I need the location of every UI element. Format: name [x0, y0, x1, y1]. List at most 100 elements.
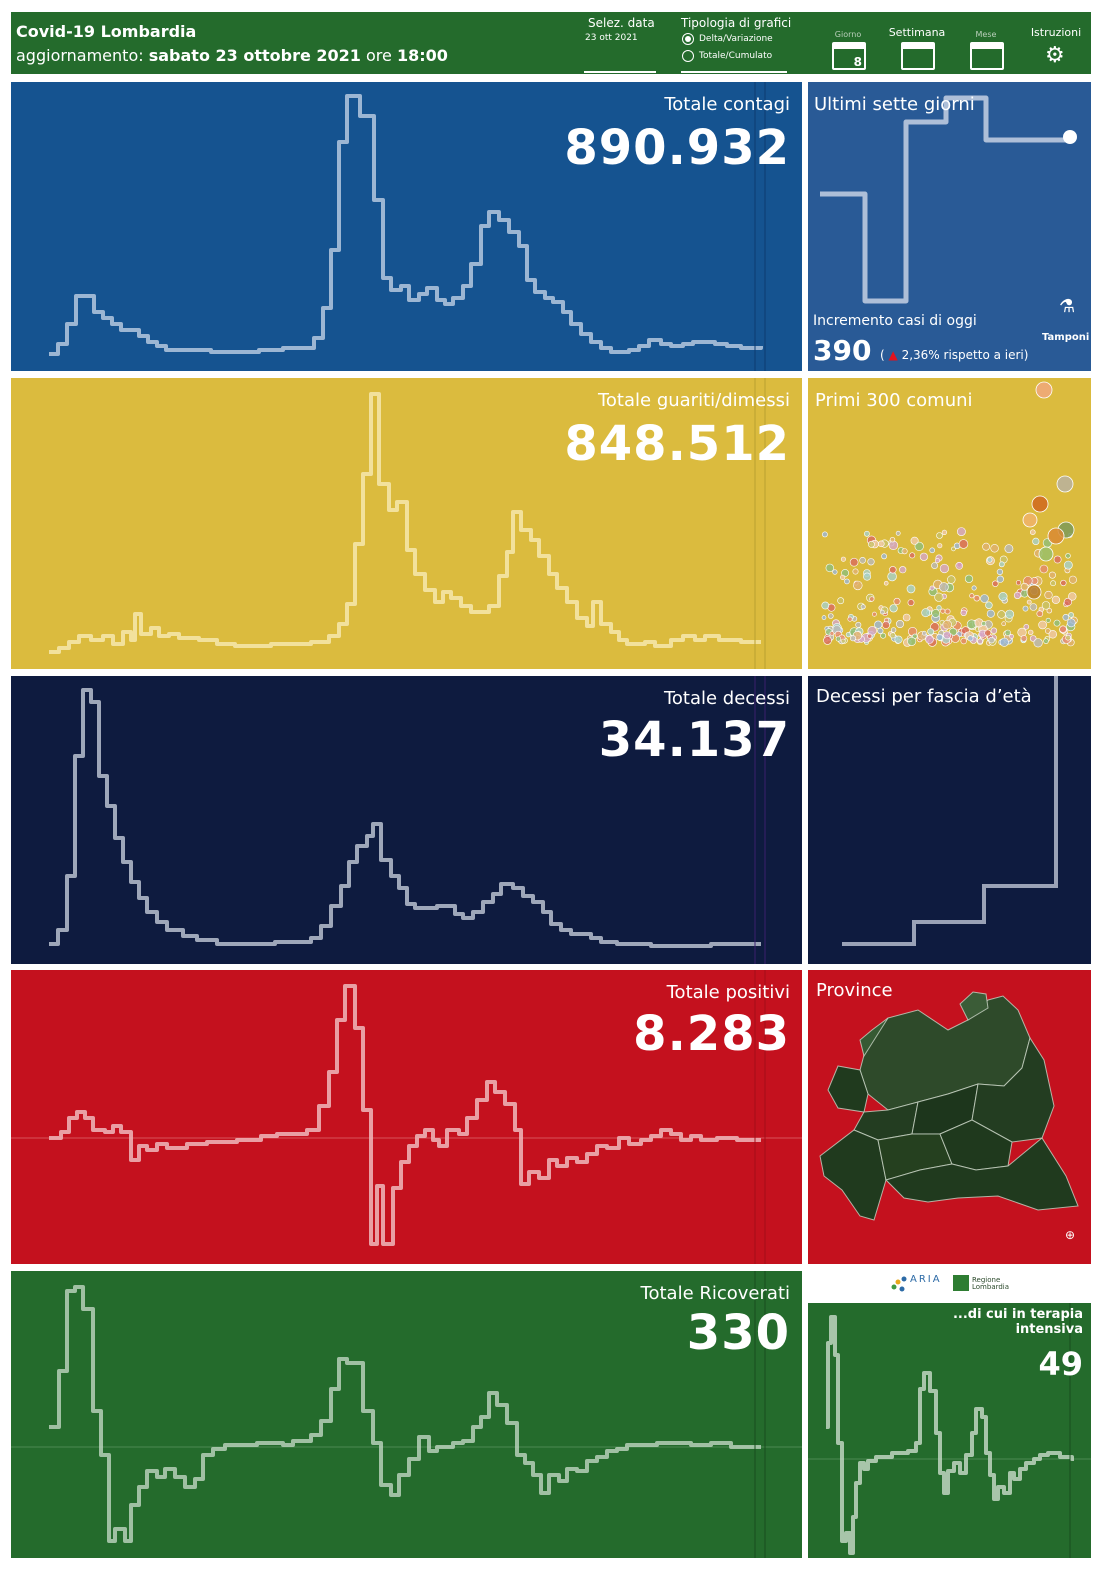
- comune-point: [860, 604, 866, 610]
- comune-point: [859, 557, 866, 564]
- zoom-map-icon[interactable]: ⊕: [1065, 1228, 1076, 1242]
- comune-point: [1015, 580, 1022, 586]
- comune-point: [837, 597, 845, 605]
- terapia-line: [826, 1315, 1074, 1555]
- radio-delta[interactable]: [682, 33, 694, 45]
- contagi-value: 890.932: [564, 120, 790, 176]
- contagi-line: [49, 94, 763, 356]
- period-settimana-label[interactable]: Settimana: [888, 26, 946, 39]
- panel-ultimi-sette-giorni[interactable]: Ultimi sette giorni Incremento casi di o…: [808, 82, 1091, 371]
- period-giorno-label[interactable]: Giorno: [834, 30, 862, 39]
- comune-point: [1050, 580, 1056, 587]
- comune-point: [919, 552, 928, 561]
- comune-point-large: [1031, 495, 1049, 513]
- increment-value: 390: [813, 334, 872, 367]
- comune-point: [964, 574, 974, 583]
- date-selector-label: Selez. data: [588, 16, 655, 30]
- comune-point: [1063, 597, 1073, 607]
- comune-point: [922, 630, 927, 636]
- comune-point-large: [1022, 512, 1038, 528]
- comune-point: [1032, 537, 1040, 545]
- comune-point: [1063, 560, 1073, 570]
- comune-point: [1053, 555, 1062, 564]
- radio-totale[interactable]: [682, 50, 694, 62]
- panel-totale-decessi[interactable]: Totale decessi 34.137: [11, 676, 802, 964]
- positivi-chart: [11, 970, 802, 1264]
- comune-point: [971, 585, 977, 591]
- comune-point: [840, 556, 846, 562]
- contagi-chart: [49, 82, 766, 371]
- comune-point: [936, 633, 944, 641]
- comune-point: [1004, 544, 1014, 554]
- comune-point: [985, 601, 993, 609]
- comune-point: [878, 540, 885, 548]
- comune-point: [896, 620, 905, 629]
- update-time: 18:00: [396, 46, 448, 65]
- gear-icon[interactable]: ⚙: [1045, 43, 1065, 68]
- date-selector-value[interactable]: 23 ott 2021: [585, 33, 638, 43]
- calendar-day-icon[interactable]: 8: [832, 42, 866, 70]
- panel-totale-positivi[interactable]: Totale positivi 8.283: [11, 970, 802, 1264]
- eta-line: [842, 676, 1058, 946]
- comune-point: [941, 529, 947, 535]
- panel-totale-guariti[interactable]: Totale guariti/dimessi 848.512: [11, 378, 802, 669]
- comune-point: [967, 635, 974, 642]
- comune-point: [1022, 605, 1029, 612]
- radio-delta-label[interactable]: Delta/Variazione: [699, 34, 773, 44]
- comune-point: [1062, 614, 1070, 621]
- comune-point: [931, 609, 940, 618]
- province-map: [819, 991, 1079, 1221]
- panel-totale-contagi[interactable]: Totale contagi 890.932: [11, 82, 802, 371]
- comune-point: [921, 608, 931, 618]
- comune-point: [1048, 571, 1056, 579]
- panel-province[interactable]: Province ⊕: [808, 970, 1091, 1264]
- comuni-scatter: [821, 381, 1078, 648]
- comune-point: [936, 605, 942, 611]
- radio-totale-label[interactable]: Totale/Cumulato: [699, 51, 773, 61]
- period-mese-label[interactable]: Mese: [975, 30, 997, 39]
- panel-primi-300-comuni[interactable]: Primi 300 comuni: [808, 378, 1091, 669]
- eta-chart: [842, 676, 1058, 946]
- calendar-week-icon[interactable]: [901, 42, 935, 70]
- province-title: Province: [816, 980, 893, 1001]
- panel-terapia-intensiva[interactable]: ...di cui in terapia intensiva 49: [808, 1303, 1091, 1558]
- comune-point: [1068, 575, 1077, 584]
- increment-change: ( ▲ 2,36% rispetto a ieri): [880, 348, 1028, 362]
- guariti-value: 848.512: [564, 416, 790, 472]
- tamponi-label[interactable]: Tamponi: [1042, 332, 1090, 343]
- comune-point: [998, 592, 1008, 602]
- comune-point: [996, 575, 1004, 583]
- comune-point: [955, 562, 963, 570]
- calendar-month-icon[interactable]: [970, 42, 1004, 70]
- instructions-label[interactable]: Istruzioni: [1030, 26, 1082, 39]
- comune-point: [1036, 610, 1044, 617]
- comune-point: [855, 621, 862, 628]
- comune-point: [889, 604, 898, 613]
- comune-point: [823, 636, 832, 645]
- comune-point: [1004, 629, 1011, 636]
- comune-point: [929, 585, 935, 591]
- panel-totale-ricoverati[interactable]: Totale Ricoverati 330: [11, 1271, 802, 1558]
- comune-point: [944, 608, 951, 615]
- chart-type-label: Tipologia di grafici: [681, 16, 792, 30]
- increment-label: Incremento casi di oggi: [813, 313, 977, 329]
- comune-point: [832, 569, 838, 575]
- comune-point: [988, 636, 995, 644]
- comune-point: [940, 608, 946, 614]
- comune-point: [863, 572, 872, 581]
- comune-point: [969, 593, 975, 599]
- comune-point: [867, 633, 873, 639]
- guariti-title: Totale guariti/dimessi: [597, 390, 790, 411]
- comune-point-large: [1038, 546, 1054, 562]
- comune-point: [840, 574, 846, 580]
- guariti-line: [49, 392, 761, 654]
- comune-point: [825, 563, 834, 573]
- comune-point: [889, 537, 896, 543]
- panel-decessi-fascia-eta[interactable]: Decessi per fascia d’età: [808, 676, 1091, 964]
- ricoverati-value: 330: [686, 1305, 790, 1361]
- test-tube-icon[interactable]: ⚗: [1059, 296, 1076, 317]
- comune-point: [990, 627, 998, 634]
- update-line: aggiornamento: sabato 23 ottobre 2021 or…: [16, 46, 448, 65]
- comune-point: [986, 609, 995, 618]
- comune-point: [895, 530, 901, 536]
